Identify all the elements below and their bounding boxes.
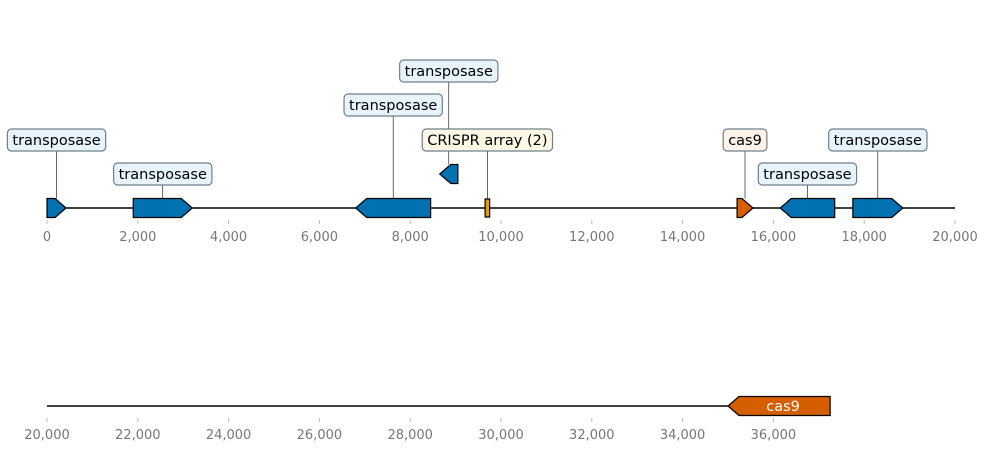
label-box xyxy=(343,93,443,117)
tick-label: 2,000 xyxy=(119,230,156,245)
tick-label: 12,000 xyxy=(569,230,615,245)
feature-label: transposase xyxy=(12,133,100,149)
gene-arrow[interactable] xyxy=(354,197,432,219)
gene-arrow[interactable] xyxy=(132,197,194,219)
tick-label: 20,000 xyxy=(932,230,978,245)
tick-label: 26,000 xyxy=(297,428,343,443)
track-1: 0 2,000 4,000 6,000 8,000 10,000 12,000 14,000 1… xyxy=(6,59,978,245)
tick-label: 0 xyxy=(43,230,51,245)
feature-label: cas9 xyxy=(766,399,800,415)
gene-arrow[interactable] xyxy=(736,197,754,219)
gene-arrow[interactable] xyxy=(727,395,831,417)
feature-gene[interactable]: cas9 xyxy=(722,128,768,219)
tick-label: 32,000 xyxy=(569,428,615,443)
tick-label: 36,000 xyxy=(751,428,797,443)
tick-label: 22,000 xyxy=(115,428,161,443)
label-box xyxy=(722,128,768,152)
feature-label: transposase xyxy=(763,167,851,183)
tick-label: 28,000 xyxy=(387,428,433,443)
tick-label: 10,000 xyxy=(478,230,524,245)
tick-label: 6,000 xyxy=(301,230,338,245)
tick-label: 8,000 xyxy=(392,230,429,245)
label-box xyxy=(421,128,554,152)
tick-label: 24,000 xyxy=(206,428,252,443)
feature-gene[interactable]: transposase xyxy=(757,162,858,219)
feature-gene[interactable]: cas9 xyxy=(727,395,831,417)
tick-label: 14,000 xyxy=(660,230,706,245)
label-box xyxy=(828,128,928,152)
feature-gene[interactable]: transposase xyxy=(6,128,107,219)
label-box xyxy=(757,162,858,186)
feature-label: transposase xyxy=(405,64,493,80)
feature-label: transposase xyxy=(349,98,437,114)
gene-arrow[interactable] xyxy=(852,197,904,219)
feature-label: CRISPR array (2) xyxy=(427,133,547,149)
feature-crispr-array[interactable]: CRISPR array (2) xyxy=(421,128,554,218)
track-2: 20,000 22,000 24,000 26,000 28,000 30,000 32,0… xyxy=(24,395,831,443)
tick-label: 34,000 xyxy=(660,428,706,443)
tick-label: 4,000 xyxy=(210,230,247,245)
label-box xyxy=(6,128,107,152)
feature-label: transposase xyxy=(119,167,207,183)
gene-arrow[interactable] xyxy=(46,197,67,219)
tick-label: 30,000 xyxy=(478,428,524,443)
feature-gene[interactable]: transposase xyxy=(113,162,213,219)
gene-arrow[interactable] xyxy=(438,163,459,185)
feature-gene[interactable]: transposase xyxy=(343,93,443,219)
tick-label: 16,000 xyxy=(751,230,797,245)
feature-gene[interactable]: transposase xyxy=(399,59,499,185)
tick-label: 20,000 xyxy=(24,428,70,443)
label-box xyxy=(113,162,213,186)
feature-label: transposase xyxy=(834,133,922,149)
tick-label: 18,000 xyxy=(841,230,887,245)
feature-gene[interactable]: transposase xyxy=(828,128,928,219)
gene-arrow[interactable] xyxy=(779,197,836,219)
label-box xyxy=(399,59,499,83)
feature-label: cas9 xyxy=(728,133,762,149)
crispr-array-mark[interactable] xyxy=(484,198,491,218)
